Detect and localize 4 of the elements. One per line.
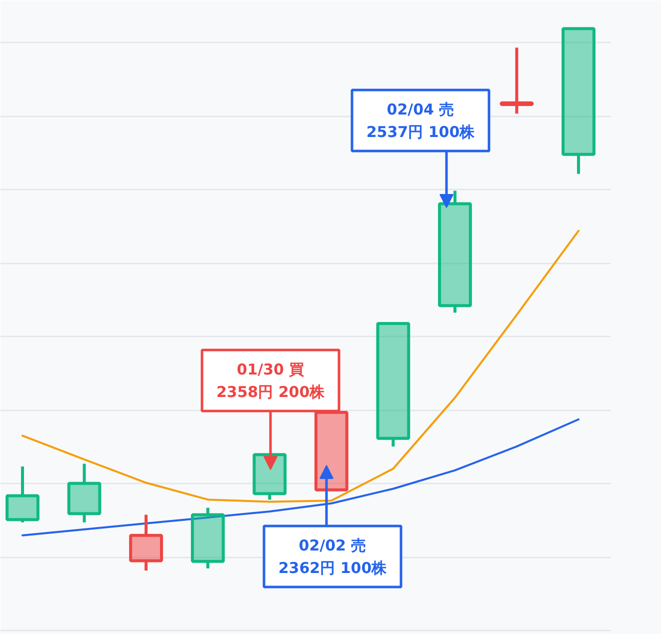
candlestick (500, 46, 534, 116)
annotation: 02/02 売 2362円 100株 (278, 536, 388, 577)
annotation: 01/30 買 2358円 200株 (216, 360, 326, 401)
annotation: 02/04 売 2537円 100株 (366, 100, 476, 141)
